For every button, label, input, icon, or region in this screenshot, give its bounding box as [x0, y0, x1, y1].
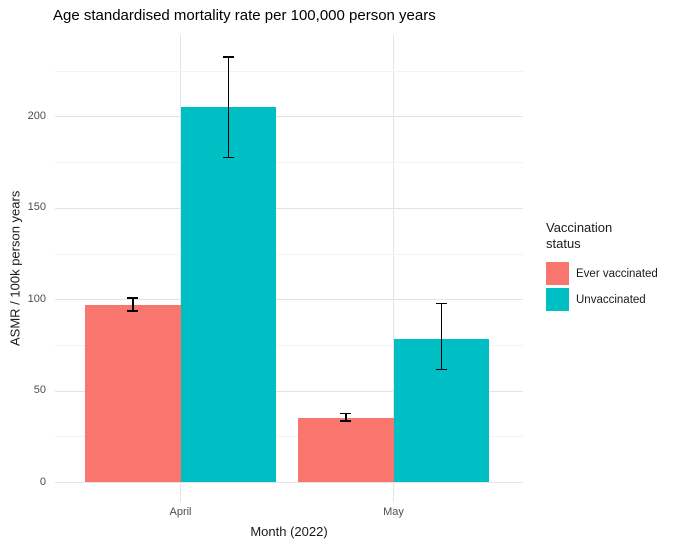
bar-april-unvaccinated [180, 107, 276, 482]
legend-item-label: Ever vaccinated [576, 267, 658, 280]
y-tick-label: 50 [33, 384, 46, 397]
minor-gridline [55, 253, 523, 255]
error-bar-cap [340, 420, 352, 422]
bar-april-ever-vaccinated [85, 304, 181, 482]
y-tick-label: 200 [27, 109, 46, 122]
vertical-gridline [393, 35, 394, 502]
major-gridline [55, 390, 523, 392]
minor-gridline [55, 70, 523, 72]
error-bar-stem [440, 302, 442, 371]
error-bar-stem [227, 56, 229, 159]
legend-title: Vaccination status [546, 220, 613, 251]
major-gridline [55, 116, 523, 118]
major-gridline [55, 299, 523, 301]
legend: Vaccination status Ever vaccinated Unvacc… [546, 220, 672, 314]
legend-item-label: Unvaccinated [576, 293, 646, 306]
error-bar-cap [127, 310, 139, 312]
minor-gridline [55, 162, 523, 164]
error-bar-cap [340, 412, 352, 415]
error-bar-cap [127, 297, 139, 299]
legend-item: Ever vaccinated [546, 262, 672, 285]
legend-item: Unvaccinated [546, 288, 672, 311]
error-bar-stem [345, 412, 347, 422]
minor-gridline [55, 436, 523, 438]
legend-swatch [546, 288, 569, 311]
error-bar-cap [222, 156, 234, 159]
x-tick-label: May [383, 506, 404, 518]
y-axis-title: ASMR / 100k person years [7, 190, 23, 347]
chart-title: Age standardised mortality rate per 100,… [53, 7, 436, 24]
major-gridline [55, 482, 523, 483]
error-bar-cap [435, 368, 447, 371]
plot-panel [55, 35, 523, 502]
legend-items: Ever vaccinated Unvaccinated [546, 262, 672, 311]
major-gridline [55, 207, 523, 209]
error-bar-stem [132, 297, 134, 312]
x-axis-title: Month (2022) [250, 524, 328, 539]
y-tick-label: 0 [39, 475, 46, 488]
y-tick-label: 150 [27, 201, 46, 214]
y-tick-label: 100 [27, 292, 46, 305]
bar-may-ever-vaccinated [298, 418, 394, 482]
x-tick-label: April [169, 506, 192, 518]
error-bar-cap [435, 302, 447, 305]
error-bar-cap [222, 56, 234, 58]
legend-swatch [546, 262, 569, 285]
minor-gridline [55, 344, 523, 346]
